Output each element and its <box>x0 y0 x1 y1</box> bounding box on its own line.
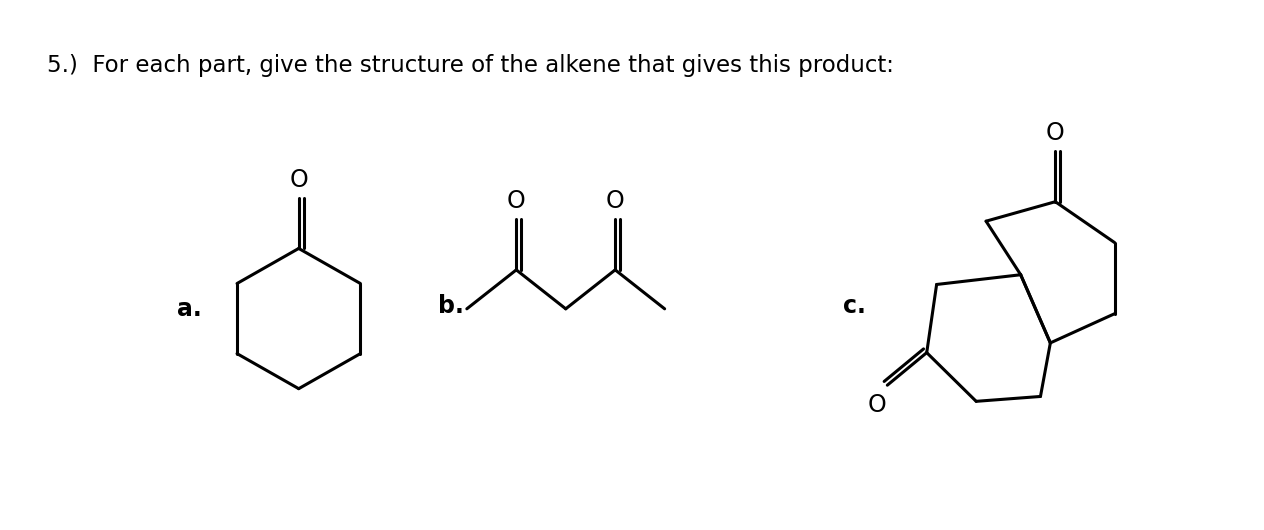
Text: O: O <box>868 393 887 417</box>
Text: 5.)  For each part, give the structure of the alkene that gives this product:: 5.) For each part, give the structure of… <box>47 54 894 77</box>
Text: a.: a. <box>177 297 202 321</box>
Text: O: O <box>507 189 526 214</box>
Text: O: O <box>605 189 624 214</box>
Text: b.: b. <box>439 294 464 318</box>
Text: c.: c. <box>843 294 866 318</box>
Text: O: O <box>1045 121 1064 145</box>
Text: O: O <box>289 168 308 192</box>
